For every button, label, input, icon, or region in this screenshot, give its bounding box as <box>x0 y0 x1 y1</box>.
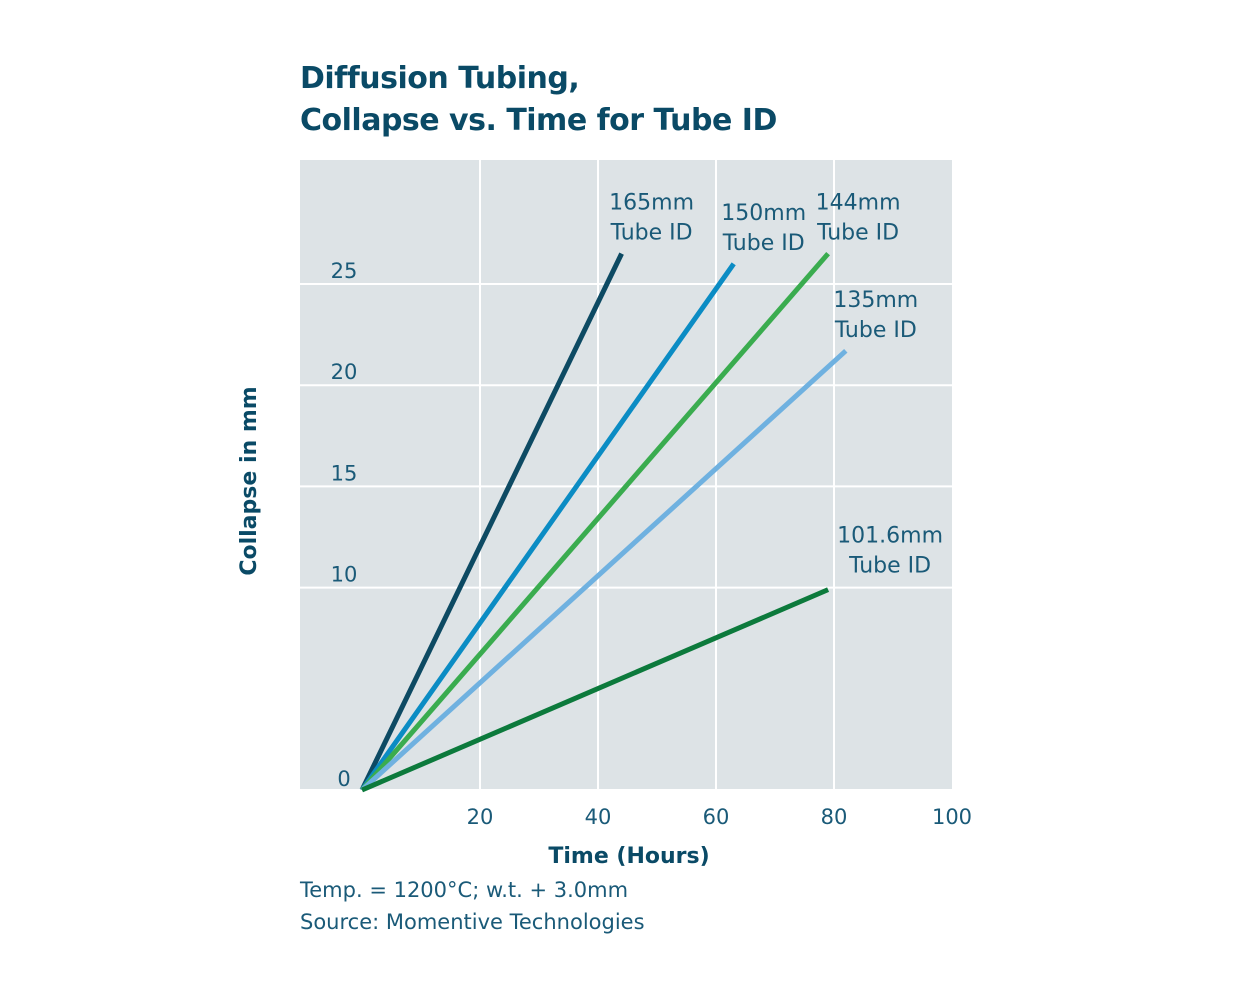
x-tick-label: 60 <box>703 805 730 829</box>
y-axis-title: Collapse in mm <box>237 386 262 575</box>
x-tick-label: 40 <box>585 805 612 829</box>
series-label: 135mm Tube ID <box>833 288 918 343</box>
series-label-line: Tube ID <box>834 318 917 343</box>
plot-area <box>300 160 952 790</box>
x-tick-label: 80 <box>821 805 848 829</box>
footnote-conditions: Temp. = 1200°C; w.t. + 3.0mm <box>300 878 629 902</box>
x-axis-title: Time (Hours) <box>548 844 709 869</box>
series-label-line: 165mm <box>609 191 694 216</box>
y-tick-label: 25 <box>331 259 358 283</box>
series-label-line: 144mm <box>816 191 901 216</box>
series-label-line: Tube ID <box>848 554 931 579</box>
y-tick-label: 10 <box>331 563 358 587</box>
series-line <box>360 348 848 792</box>
series-label-line: 101.6mm <box>837 524 943 549</box>
series-label: 150mm Tube ID <box>721 201 806 256</box>
chart-title: Diffusion Tubing, Collapse vs. Time for … <box>300 58 777 142</box>
series-label-line: Tube ID <box>722 231 805 256</box>
series-line <box>359 252 624 792</box>
series-label: 165mm Tube ID <box>609 191 694 246</box>
y-tick-label: 20 <box>331 360 358 384</box>
x-tick-label: 20 <box>467 805 494 829</box>
series-label: 101.6mm Tube ID <box>837 524 943 579</box>
series-label-line: 135mm <box>833 288 918 313</box>
series-label-line: Tube ID <box>610 221 693 246</box>
footnote-source: Source: Momentive Technologies <box>300 910 645 934</box>
series-line <box>361 587 830 793</box>
series-label-line: Tube ID <box>816 221 899 246</box>
y-tick-label: 15 <box>331 461 358 485</box>
x-tick-label: 100 <box>932 805 972 829</box>
chart-title-line-1: Diffusion Tubing, <box>300 61 580 96</box>
chart-title-line-2: Collapse vs. Time for Tube ID <box>300 103 777 138</box>
series-label-line: 150mm <box>721 201 806 226</box>
series-line <box>359 262 736 792</box>
series-label: 144mm Tube ID <box>816 191 901 246</box>
series-line <box>360 252 830 792</box>
y-tick-label: 0 <box>337 767 350 791</box>
